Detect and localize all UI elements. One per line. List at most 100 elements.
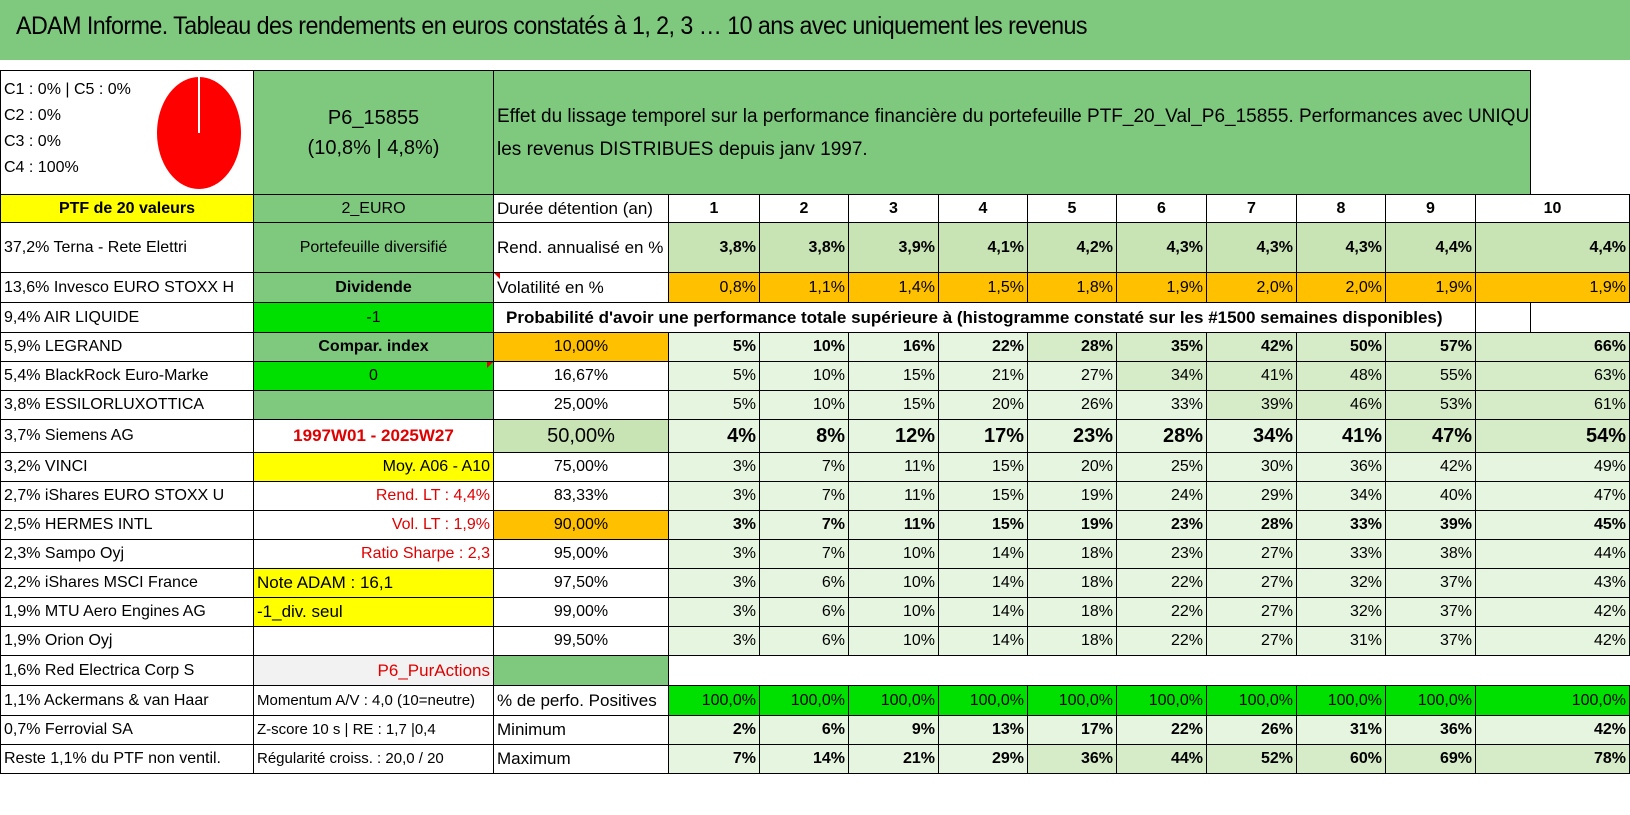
year-header: 4 xyxy=(938,194,1028,223)
volatility-value: 1,9% xyxy=(1116,272,1207,303)
volatility-value: 1,9% xyxy=(1475,272,1630,303)
quantile-label: 95,00% xyxy=(493,539,669,569)
volatility-value: 2,0% xyxy=(1296,272,1386,303)
positive-value: 100,0% xyxy=(1027,685,1117,716)
return-value: 4,3% xyxy=(1206,222,1297,273)
quantile-value: 19% xyxy=(1027,510,1117,540)
quantile-value: 31% xyxy=(1296,626,1386,656)
legend-c1-c5: C1 : 0% | C5 : 0% xyxy=(4,81,131,98)
positive-value: 100,0% xyxy=(1385,685,1476,716)
minimum-value: 36% xyxy=(1385,715,1476,745)
quantile-value: 46% xyxy=(1296,390,1386,420)
info-cell: -1 xyxy=(253,302,494,333)
holding-cell: 13,6% Invesco EURO STOXX H xyxy=(0,272,254,303)
quantile-value: 10% xyxy=(759,390,849,420)
quantile-row: 3,2% VINCI Moy. A06 - A10 75,00% 3% 7% 1… xyxy=(0,452,1630,482)
quantile-value: 8% xyxy=(759,419,849,453)
volatility-value: 1,4% xyxy=(848,272,939,303)
quantile-label: 90,00% xyxy=(493,510,669,540)
quantile-value: 3% xyxy=(668,481,760,511)
quantile-value: 37% xyxy=(1385,626,1476,656)
quantile-value: 7% xyxy=(759,481,849,511)
minimum-value: 31% xyxy=(1296,715,1386,745)
return-value: 3,9% xyxy=(848,222,939,273)
holding-cell: 2,3% Sampo Oyj xyxy=(0,539,254,569)
quantile-value: 42% xyxy=(1385,452,1476,482)
header-row: PTF de 20 valeurs 2_EURO Durée détention… xyxy=(0,194,1630,223)
portfolio-stats: (10,8% | 4,8%) xyxy=(307,136,440,159)
quantile-value: 15% xyxy=(938,481,1028,511)
quantile-value: 42% xyxy=(1206,332,1297,362)
maximum-value: 44% xyxy=(1116,744,1207,774)
minimum-value: 9% xyxy=(848,715,939,745)
quantile-value: 30% xyxy=(1206,452,1297,482)
row-label: % de perfo. Positives xyxy=(493,685,669,716)
quantile-value: 14% xyxy=(938,626,1028,656)
quantile-value: 37% xyxy=(1385,597,1476,627)
comment-marker xyxy=(487,362,493,368)
quantile-value: 28% xyxy=(1116,419,1207,453)
quantile-value: 33% xyxy=(1296,539,1386,569)
quantile-label: 99,00% xyxy=(493,597,669,627)
quantile-value: 37% xyxy=(1385,568,1476,598)
holding-cell: 1,6% Red Electrica Corp S xyxy=(0,655,254,686)
quantile-value: 27% xyxy=(1027,361,1117,391)
momentum-label: Momentum A/V : 4,0 (10=neutre) xyxy=(253,685,494,716)
holding-cell: 2,5% HERMES INTL xyxy=(0,510,254,540)
maximum-value: 29% xyxy=(938,744,1028,774)
quantile-value: 7% xyxy=(759,539,849,569)
year-header: 6 xyxy=(1116,194,1207,223)
quantile-value: 33% xyxy=(1296,510,1386,540)
quantile-value: 27% xyxy=(1206,597,1297,627)
quantile-row: 2,3% Sampo Oyj Ratio Sharpe : 2,3 95,00%… xyxy=(0,539,1630,569)
quantile-value: 18% xyxy=(1027,626,1117,656)
legend-c3: C3 : 0% xyxy=(4,133,61,150)
description-line-2: les revenus DISTRIBUES depuis janv 1997. xyxy=(497,138,868,160)
year-header: 3 xyxy=(848,194,939,223)
quantile-value: 6% xyxy=(759,626,849,656)
minimum-value: 13% xyxy=(938,715,1028,745)
holding-cell: 37,2% Terna - Rete Elettri xyxy=(0,222,254,273)
minimum-value: 17% xyxy=(1027,715,1117,745)
quantile-value: 49% xyxy=(1475,452,1630,482)
positive-value: 100,0% xyxy=(938,685,1028,716)
maximum-value: 7% xyxy=(668,744,760,774)
quantile-value: 39% xyxy=(1206,390,1297,420)
quantile-value: 5% xyxy=(668,361,760,391)
quantile-value: 10% xyxy=(759,332,849,362)
quantile-value: 55% xyxy=(1385,361,1476,391)
holding-cell: 5,4% BlackRock Euro-Marke xyxy=(0,361,254,391)
allocation-pie-chart xyxy=(155,75,243,191)
quantile-value: 4% xyxy=(668,419,760,453)
holding-cell: 2,2% iShares MSCI France xyxy=(0,568,254,598)
year-header: 1 xyxy=(668,194,760,223)
quantile-value: 7% xyxy=(759,452,849,482)
return-value: 4,3% xyxy=(1116,222,1207,273)
quantile-value: 35% xyxy=(1116,332,1207,362)
quantile-value: 29% xyxy=(1206,481,1297,511)
quantile-row: 2,7% iShares EURO STOXX U Rend. LT : 4,4… xyxy=(0,481,1630,511)
quantile-value: 10% xyxy=(848,539,939,569)
minimum-value: 2% xyxy=(668,715,760,745)
positive-value: 100,0% xyxy=(1475,685,1630,716)
quantile-label: 83,33% xyxy=(493,481,669,511)
quantile-value: 42% xyxy=(1475,626,1630,656)
quantile-value: 14% xyxy=(938,597,1028,627)
quantile-value: 18% xyxy=(1027,568,1117,598)
volatility-value: 2,0% xyxy=(1206,272,1297,303)
quantile-value: 11% xyxy=(848,481,939,511)
quantile-row: 1,9% MTU Aero Engines AG -1_div. seul 99… xyxy=(0,597,1630,627)
quantile-value: 12% xyxy=(848,419,939,453)
maximum-value: 52% xyxy=(1206,744,1297,774)
row-label: Rend. annualisé en % xyxy=(493,222,669,273)
regularity-label: Régularité croiss. : 20,0 / 20 xyxy=(253,744,494,774)
quantile-value: 48% xyxy=(1296,361,1386,391)
quantile-value: 54% xyxy=(1475,419,1630,453)
quantile-value: 38% xyxy=(1385,539,1476,569)
quantile-value: 22% xyxy=(1116,568,1207,598)
quantile-value: 45% xyxy=(1475,510,1630,540)
minimum-value: 6% xyxy=(759,715,849,745)
long-term-volatility: Vol. LT : 1,9% xyxy=(253,510,494,540)
sharpe-ratio: Ratio Sharpe : 2,3 xyxy=(253,539,494,569)
volatility-row: 13,6% Invesco EURO STOXX H Dividende Vol… xyxy=(0,272,1630,303)
